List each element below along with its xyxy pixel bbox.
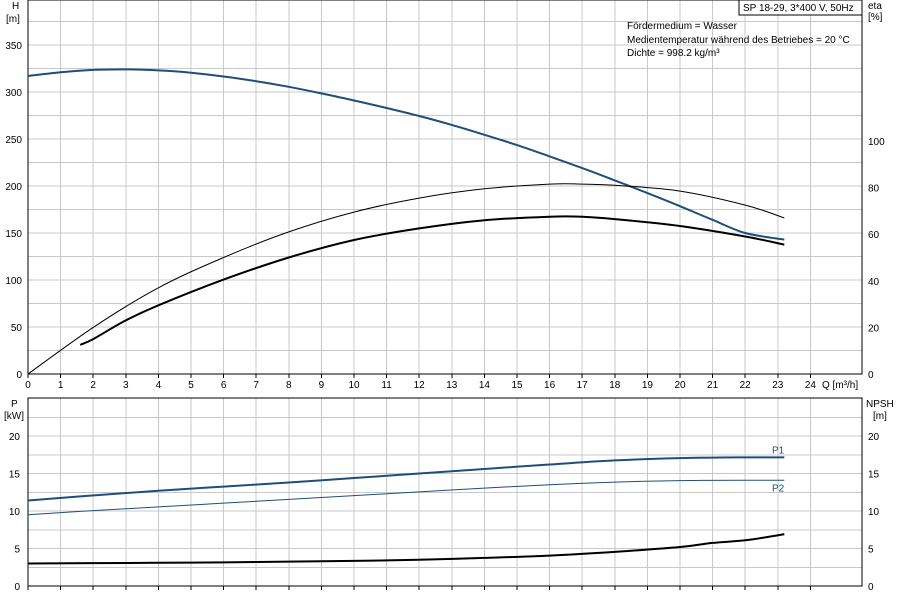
efficiency-axis-name: eta — [868, 1, 882, 12]
efficiency-lower-curve — [79, 215, 785, 346]
bottom-panel-frame — [27, 397, 863, 587]
x-tick-label: 2 — [90, 380, 96, 391]
flow-axis-label: Q [m³/h] — [822, 380, 858, 391]
head-tick-label: 350 — [5, 41, 22, 52]
chart-title: SP 18-29, 3*400 V, 50Hz — [743, 3, 854, 14]
x-tick-label: 17 — [577, 380, 589, 391]
power-tick-label: 15 — [9, 470, 21, 481]
x-tick-label: 3 — [123, 380, 129, 391]
x-tick-label: 21 — [707, 380, 719, 391]
efficiency-tick-label: 80 — [868, 184, 880, 195]
head-tick-label: 0 — [16, 370, 22, 381]
power-axis-name: P — [11, 399, 18, 410]
npsh-tick-label: 10 — [868, 507, 880, 518]
top-panel-curves — [27, 68, 785, 375]
head-axis-name: H — [12, 1, 19, 12]
x-tick-label: 14 — [479, 380, 491, 391]
x-tick-label: 22 — [740, 380, 752, 391]
x-tick-label: 4 — [156, 380, 162, 391]
head-tick-label: 100 — [5, 276, 22, 287]
efficiency-tick-label: 40 — [868, 277, 880, 288]
x-tick-label: 15 — [511, 380, 523, 391]
head-tick-label: 250 — [5, 135, 22, 146]
npsh-tick-label: 5 — [868, 545, 874, 556]
npsh-axis-name: NPSH — [866, 399, 894, 410]
x-tick-label: 6 — [221, 380, 227, 391]
power-axis-unit: [kW] — [4, 411, 24, 422]
head-tick-label: 50 — [11, 323, 23, 334]
p2-power-curve — [27, 479, 785, 516]
head-tick-label: 300 — [5, 88, 22, 99]
head-tick-label: 200 — [5, 182, 22, 193]
head-axis-unit: [m] — [6, 14, 20, 25]
x-tick-label: 1 — [58, 380, 64, 391]
npsh-tick-label: 0 — [868, 582, 874, 593]
head-tick-label: 150 — [5, 229, 22, 240]
top-panel-grid — [28, 0, 862, 374]
medium-info-line: Fördermedium = Wasser — [627, 21, 738, 32]
x-tick-label: 20 — [674, 380, 686, 391]
efficiency-tick-label: 60 — [868, 230, 880, 241]
p1-power-curve — [27, 456, 785, 502]
series-label: P2 — [772, 483, 785, 494]
npsh-axis-unit: [m] — [873, 411, 887, 422]
x-tick-label: 9 — [319, 380, 325, 391]
x-tick-label: 12 — [414, 380, 426, 391]
series-label: P1 — [772, 445, 785, 456]
x-tick-label: 13 — [446, 380, 458, 391]
x-tick-label: 19 — [642, 380, 654, 391]
npsh-tick-label: 20 — [868, 432, 880, 443]
top-panel-frame — [27, 0, 863, 375]
x-tick-label: 8 — [286, 380, 292, 391]
x-tick-label: 24 — [805, 380, 817, 391]
top-panel-tick-labels: 0 1 2 3 4 5 6 7 8 9 10 11 12 13 14 15 16 17 18 19 20 21 22 23 24… — [5, 41, 885, 391]
power-tick-label: 5 — [14, 545, 20, 556]
bottom-panel-curves: P1 P2 — [27, 445, 785, 565]
title-box-frame — [738, 0, 863, 16]
efficiency-tick-label: 0 — [868, 370, 874, 381]
x-tick-label: 16 — [544, 380, 556, 391]
efficiency-tick-label: 100 — [868, 137, 885, 148]
npsh-curve — [27, 533, 785, 565]
x-tick-label: 10 — [348, 380, 360, 391]
x-tick-label: 23 — [772, 380, 784, 391]
medium-info: Fördermedium = Wasser Medientemperatur w… — [627, 21, 850, 59]
medium-info-line: Dichte = 998.2 kg/m³ — [627, 48, 720, 59]
power-tick-label: 0 — [14, 582, 20, 593]
title-box: SP 18-29, 3*400 V, 50Hz — [738, 0, 863, 16]
power-tick-label: 10 — [9, 507, 21, 518]
efficiency-tick-label: 20 — [868, 323, 880, 334]
x-tick-label: 7 — [253, 380, 259, 391]
head-curve — [27, 68, 785, 241]
x-tick-label: 18 — [609, 380, 621, 391]
x-tick-label: 5 — [188, 380, 194, 391]
medium-info-line: Medientemperatur während des Betriebes =… — [627, 35, 850, 46]
power-tick-label: 20 — [9, 432, 21, 443]
efficiency-axis-unit: [%] — [868, 12, 883, 23]
npsh-tick-label: 15 — [868, 470, 880, 481]
efficiency-upper-curve — [27, 183, 785, 375]
x-tick-label: 0 — [25, 380, 31, 391]
x-tick-label: 11 — [381, 380, 392, 391]
bottom-panel-tick-labels: 0 5 10 15 20 0 5 10 15 20 — [9, 432, 880, 593]
